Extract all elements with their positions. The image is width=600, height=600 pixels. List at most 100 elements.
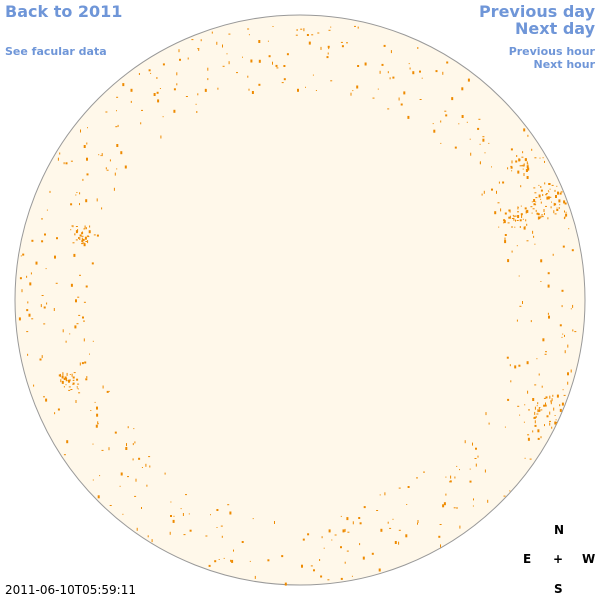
facula-spot xyxy=(387,71,389,74)
facula-spot xyxy=(116,144,119,147)
facula-spot xyxy=(531,201,533,203)
facula-spot xyxy=(534,157,537,159)
facula-spot xyxy=(60,379,62,383)
facula-spot xyxy=(546,196,549,200)
facula-spot xyxy=(72,376,75,379)
facula-spot xyxy=(306,34,309,36)
facula-spot xyxy=(185,494,187,496)
facula-spot xyxy=(272,61,273,65)
facula-spot xyxy=(77,388,79,390)
facula-spot xyxy=(331,539,333,541)
facula-spot xyxy=(185,96,188,97)
see-facular-data-link[interactable]: See facular data xyxy=(5,45,107,58)
facula-spot xyxy=(330,26,332,28)
facula-spot xyxy=(523,163,525,167)
facula-spot xyxy=(162,116,164,118)
facula-spot xyxy=(119,485,121,487)
facula-spot xyxy=(550,401,552,405)
facula-spot xyxy=(71,373,73,377)
facula-spot xyxy=(517,405,520,407)
facula-spot xyxy=(475,447,477,450)
facula-spot xyxy=(179,58,181,61)
facula-spot xyxy=(126,443,127,447)
facula-spot xyxy=(504,234,507,236)
facula-spot xyxy=(97,423,99,425)
facula-spot xyxy=(524,404,526,406)
facula-spot xyxy=(114,431,117,434)
facula-spot xyxy=(563,394,566,396)
facula-spot xyxy=(559,408,562,412)
facula-spot xyxy=(409,67,411,70)
facula-spot xyxy=(491,166,492,168)
facula-spot xyxy=(81,235,84,237)
facula-spot xyxy=(340,577,343,580)
facula-spot xyxy=(548,315,550,319)
facula-spot xyxy=(511,218,514,219)
facula-spot xyxy=(559,324,562,327)
previous-day-link[interactable]: Previous day xyxy=(478,2,595,21)
facula-spot xyxy=(79,203,80,206)
facula-spot xyxy=(568,228,570,230)
facula-spot xyxy=(445,493,447,496)
facula-spot xyxy=(532,230,534,234)
facula-spot xyxy=(510,148,513,151)
facula-spot xyxy=(359,522,362,525)
facula-spot xyxy=(532,430,534,433)
facula-spot xyxy=(59,152,61,155)
facula-spot xyxy=(475,463,477,467)
facula-spot xyxy=(170,515,172,517)
facula-spot xyxy=(389,527,392,529)
facula-spot xyxy=(79,234,82,237)
facula-spot xyxy=(440,142,442,144)
next-day-link[interactable]: Next day xyxy=(515,19,595,38)
facula-spot xyxy=(522,151,524,154)
facula-spot xyxy=(405,534,408,538)
facula-spot xyxy=(340,41,343,43)
facula-spot xyxy=(218,559,220,560)
facula-spot xyxy=(523,421,525,423)
facula-spot xyxy=(549,411,551,415)
facula-spot xyxy=(258,83,261,86)
facula-spot xyxy=(207,67,209,71)
facula-spot xyxy=(22,253,25,256)
facula-spot xyxy=(148,456,151,458)
facula-spot xyxy=(89,225,91,228)
facula-spot xyxy=(79,274,81,276)
facula-spot xyxy=(477,455,479,458)
facula-spot xyxy=(55,282,58,284)
facula-spot xyxy=(342,529,345,533)
facula-spot xyxy=(359,543,361,546)
facula-spot xyxy=(87,127,88,129)
facula-spot xyxy=(547,284,550,288)
facula-spot xyxy=(327,579,330,581)
facula-spot xyxy=(392,76,395,79)
facula-spot xyxy=(136,527,138,531)
facula-spot xyxy=(248,88,250,91)
facula-spot xyxy=(196,111,198,113)
facula-spot xyxy=(98,154,100,156)
back-to-year-link[interactable]: Back to 2011 xyxy=(5,2,123,21)
compass-center-label: + xyxy=(553,552,564,566)
facula-spot xyxy=(540,215,542,218)
previous-hour-link[interactable]: Previous hour xyxy=(508,45,595,58)
facula-spot xyxy=(525,219,527,222)
next-hour-link[interactable]: Next hour xyxy=(533,58,596,71)
facula-spot xyxy=(561,305,563,308)
facula-spot xyxy=(93,234,96,236)
facula-spot xyxy=(44,233,46,236)
facula-spot xyxy=(561,402,564,406)
facula-spot xyxy=(417,47,419,49)
facula-spot xyxy=(534,384,537,386)
facula-spot xyxy=(551,184,554,186)
facula-spot xyxy=(445,114,448,117)
facula-spot xyxy=(182,513,184,516)
facula-spot xyxy=(572,304,574,308)
facula-spot xyxy=(484,469,486,473)
facula-spot xyxy=(507,167,509,170)
facula-spot xyxy=(379,70,381,74)
facula-spot xyxy=(554,415,556,416)
facula-spot xyxy=(176,72,178,76)
facula-spot xyxy=(536,405,538,407)
facula-spot xyxy=(507,259,510,263)
facula-spot xyxy=(258,40,261,43)
